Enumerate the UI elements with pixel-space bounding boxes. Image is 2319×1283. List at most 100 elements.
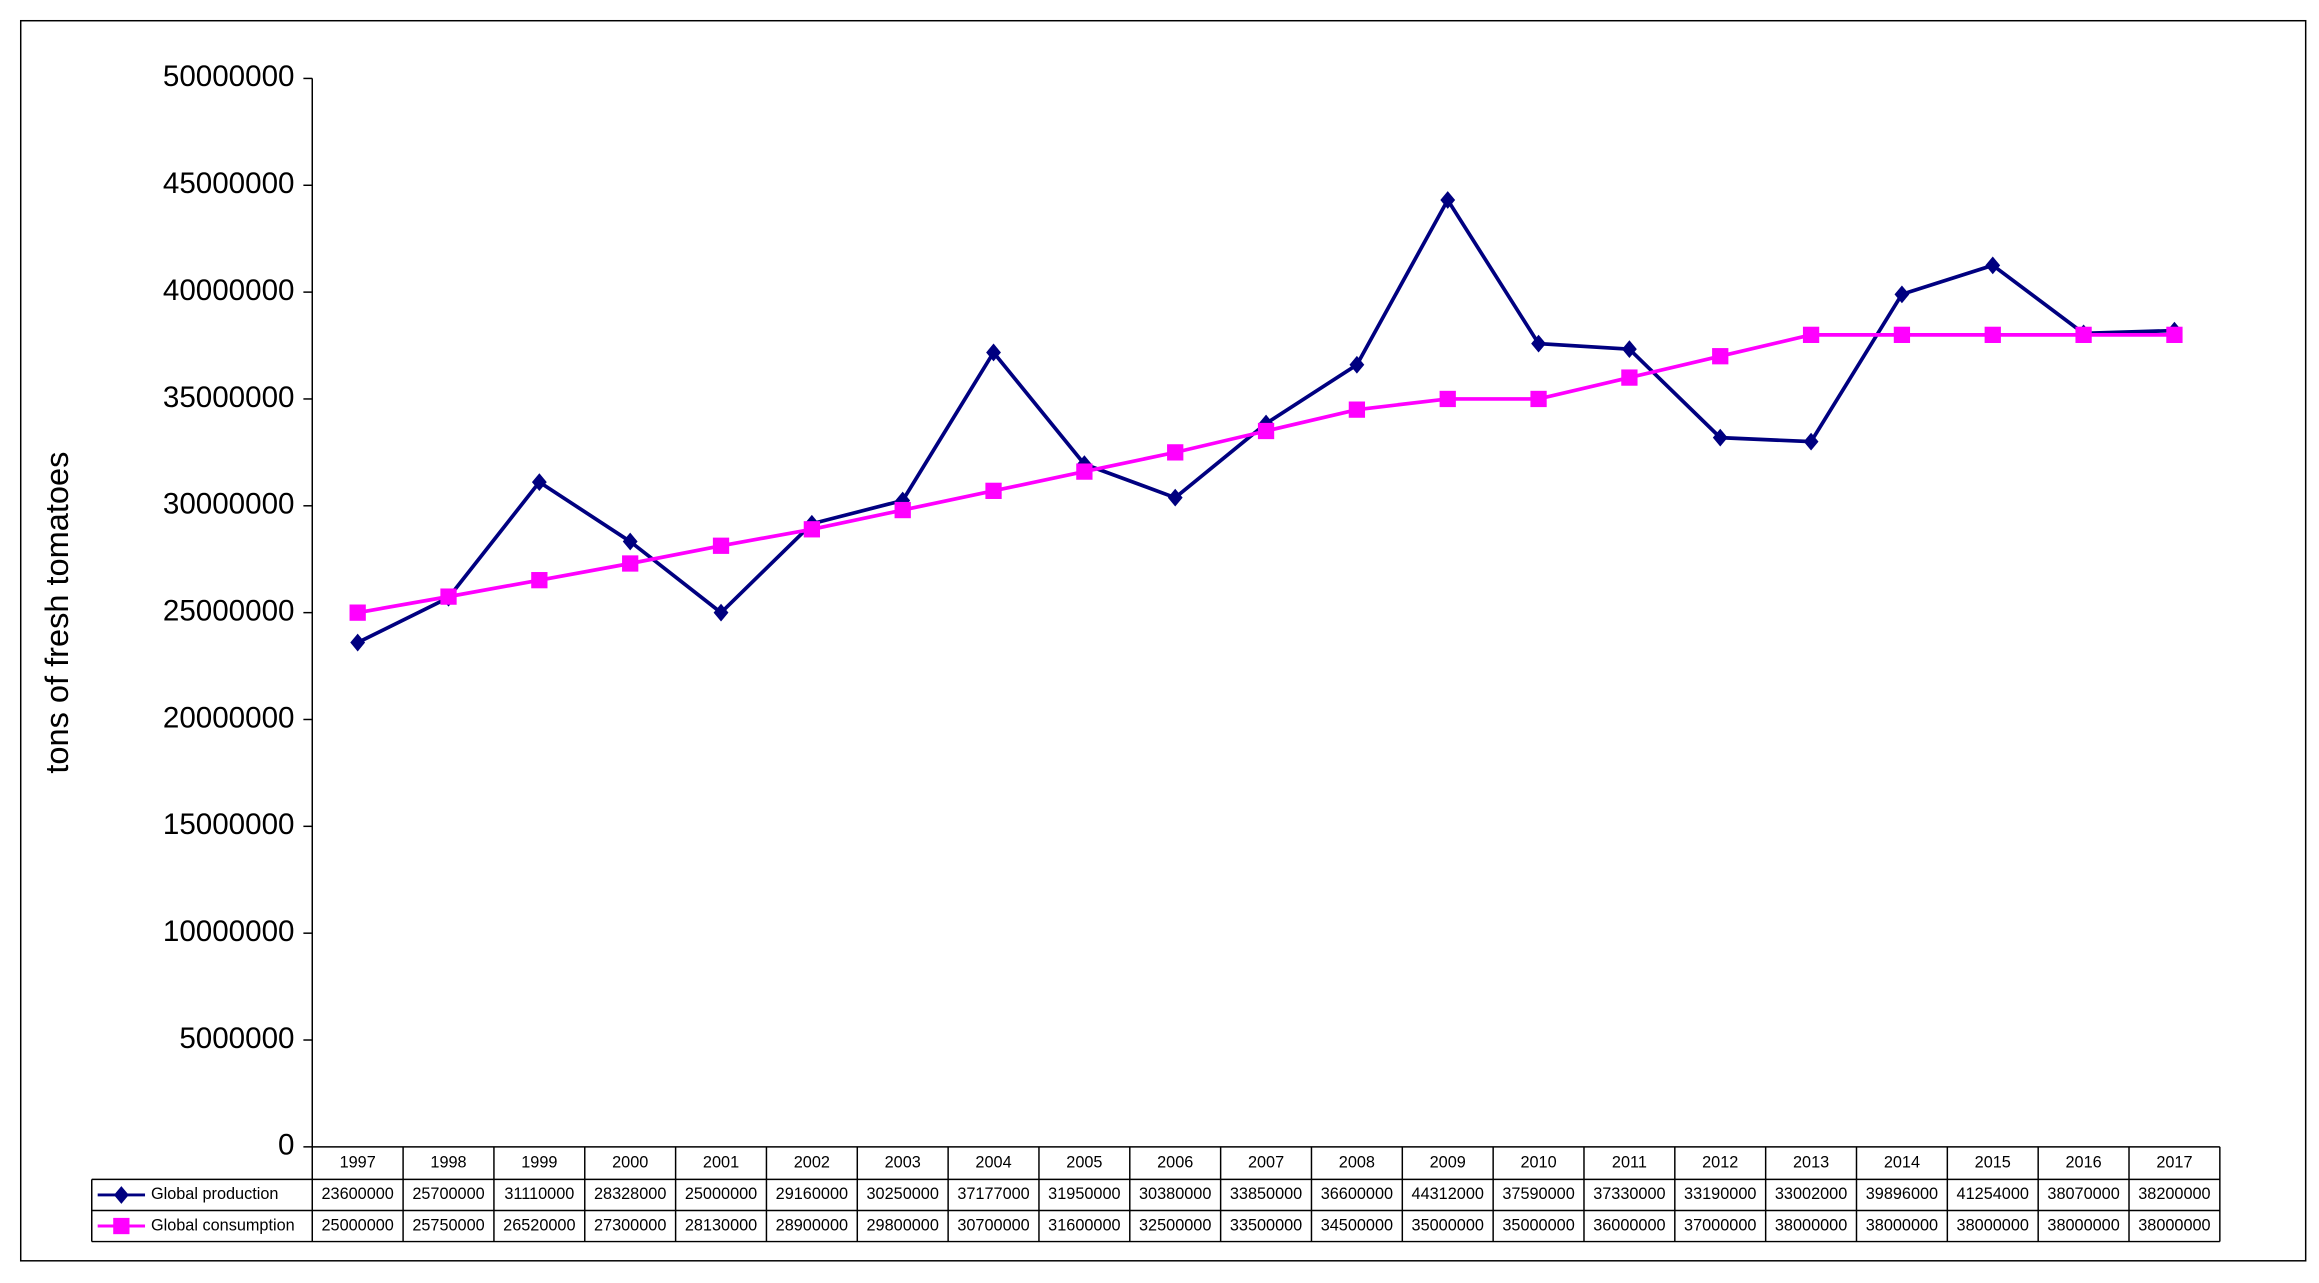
x-tick-label: 2017 <box>2156 1153 2192 1171</box>
table-value: 38070000 <box>2047 1185 2119 1203</box>
table-value: 29800000 <box>867 1216 939 1234</box>
marker <box>803 521 821 538</box>
marker <box>1894 285 1910 304</box>
table-value: 30250000 <box>867 1185 939 1203</box>
legend-marker <box>113 1186 129 1204</box>
table-value: 41254000 <box>1957 1185 2029 1203</box>
marker <box>622 555 639 572</box>
table-value: 36600000 <box>1321 1185 1393 1203</box>
marker <box>2166 326 2183 343</box>
table-value: 31110000 <box>504 1185 574 1203</box>
table-value: 35000000 <box>1502 1216 1574 1234</box>
chart-border <box>19 19 2307 1262</box>
marker <box>894 501 911 519</box>
marker <box>986 343 1001 362</box>
y-tick-label: 20000000 <box>163 701 295 734</box>
table-value: 25750000 <box>412 1216 484 1234</box>
x-tick-label: 2011 <box>1612 1153 1647 1171</box>
table-value: 31950000 <box>1048 1185 1120 1203</box>
x-tick-label: 2015 <box>1975 1153 2011 1171</box>
table-value: 28130000 <box>685 1216 757 1234</box>
marker <box>1712 348 1729 365</box>
x-tick-label: 2013 <box>1793 1153 1829 1171</box>
marker <box>1985 256 2001 275</box>
table-value: 38000000 <box>1957 1216 2029 1234</box>
marker <box>1802 326 1820 343</box>
table-value: 33850000 <box>1230 1185 1302 1203</box>
marker <box>712 537 730 554</box>
table-value: 37330000 <box>1593 1185 1665 1203</box>
y-axis-label: tons of fresh tomatoes <box>39 452 75 774</box>
table-value: 28328000 <box>594 1185 666 1203</box>
marker <box>349 604 366 621</box>
table-value: 33190000 <box>1684 1185 1756 1203</box>
y-tick-label: 5000000 <box>179 1022 294 1055</box>
y-tick-label: 10000000 <box>163 915 295 948</box>
marker <box>440 588 457 605</box>
marker <box>1803 432 1819 451</box>
y-tick-label: 0 <box>278 1129 294 1162</box>
x-tick-label: 2014 <box>1884 1153 1920 1171</box>
x-tick-label: 1997 <box>340 1153 376 1171</box>
x-tick-label: 2016 <box>2065 1153 2101 1171</box>
marker <box>1622 340 1637 359</box>
marker <box>1621 369 1638 386</box>
table-value: 32500000 <box>1139 1216 1211 1234</box>
table-value: 35000000 <box>1412 1216 1484 1234</box>
table-value: 38000000 <box>1866 1216 1938 1234</box>
x-tick-label: 1998 <box>430 1153 466 1171</box>
legend-label: Global consumption <box>151 1216 295 1234</box>
table-value: 25700000 <box>412 1185 484 1203</box>
x-tick-label: 2004 <box>975 1153 1011 1171</box>
marker <box>531 572 548 589</box>
x-tick-label: 2003 <box>885 1153 921 1171</box>
table-value: 38200000 <box>2138 1185 2210 1203</box>
table-value: 31600000 <box>1048 1216 1120 1234</box>
table-value: 25000000 <box>321 1216 393 1234</box>
marker <box>1167 444 1184 461</box>
marker <box>531 473 547 491</box>
y-tick-label: 35000000 <box>163 381 295 414</box>
x-tick-label: 2012 <box>1702 1153 1738 1171</box>
x-tick-label: 2000 <box>612 1153 648 1171</box>
y-tick-label: 25000000 <box>163 594 295 627</box>
table-value: 23600000 <box>321 1185 393 1203</box>
table-value: 27300000 <box>594 1216 666 1234</box>
y-tick-label: 15000000 <box>163 808 295 841</box>
marker <box>2075 326 2092 343</box>
table-value: 36000000 <box>1593 1216 1665 1234</box>
table-value: 37590000 <box>1502 1185 1574 1203</box>
x-tick-label: 2009 <box>1430 1153 1466 1171</box>
table-value: 39896000 <box>1866 1185 1938 1203</box>
marker <box>1076 463 1093 480</box>
x-tick-label: 2001 <box>703 1153 739 1171</box>
marker <box>1440 191 1456 209</box>
table-value: 44312000 <box>1412 1185 1484 1203</box>
table-value: 30700000 <box>957 1216 1029 1234</box>
marker <box>1531 334 1546 353</box>
y-tick-label: 45000000 <box>163 167 295 200</box>
y-tick-label: 50000000 <box>163 60 295 93</box>
table-value: 38000000 <box>2047 1216 2119 1234</box>
marker <box>1893 326 1911 343</box>
table-value: 33002000 <box>1775 1185 1847 1203</box>
marker <box>1257 422 1275 440</box>
y-tick-label: 30000000 <box>163 488 295 521</box>
marker <box>1712 428 1728 447</box>
marker <box>1348 401 1366 418</box>
marker <box>985 482 1002 499</box>
marker <box>1439 390 1456 408</box>
table-value: 38000000 <box>1775 1216 1847 1234</box>
marker <box>350 633 366 652</box>
legend-label: Global production <box>151 1185 279 1203</box>
y-tick-label: 40000000 <box>163 274 295 307</box>
table-value: 25000000 <box>685 1185 757 1203</box>
table-value: 30380000 <box>1139 1185 1211 1203</box>
table-value: 37177000 <box>957 1185 1029 1203</box>
x-tick-label: 2005 <box>1066 1153 1102 1171</box>
x-tick-label: 2008 <box>1339 1153 1375 1171</box>
legend-marker <box>113 1217 130 1235</box>
table-value: 28900000 <box>776 1216 848 1234</box>
